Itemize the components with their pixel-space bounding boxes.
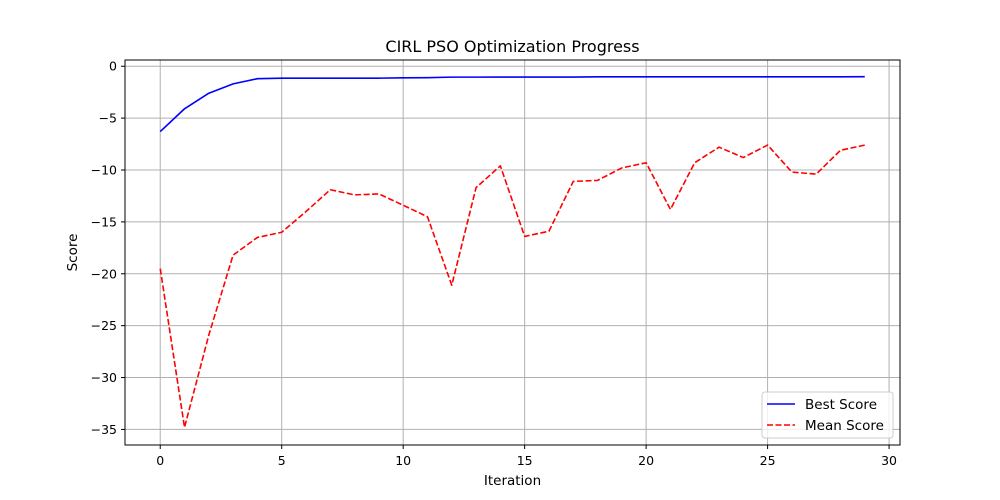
y-tick-label: −10 bbox=[91, 163, 117, 178]
x-tick-label: 20 bbox=[638, 453, 654, 468]
series-layer bbox=[159, 75, 865, 429]
grid bbox=[125, 60, 900, 445]
best-score-line bbox=[159, 75, 865, 133]
y-axis-label: Score bbox=[65, 234, 81, 272]
y-tick-label: −15 bbox=[91, 214, 117, 229]
x-tick-label: 30 bbox=[881, 453, 897, 468]
x-axis-label: Iteration bbox=[484, 473, 541, 489]
chart-title: CIRL PSO Optimization Progress bbox=[385, 37, 639, 56]
legend-label: Mean Score bbox=[805, 418, 884, 434]
x-tick-label: 15 bbox=[517, 453, 533, 468]
y-tick-label: −30 bbox=[91, 370, 117, 385]
y-tick-label: −25 bbox=[91, 318, 117, 333]
ticks: 0 5 10 15 20 25 30 0 −5 −10 −15 −20 −25 −30 −35 bbox=[91, 59, 897, 468]
x-tick-label: 5 bbox=[278, 453, 286, 468]
y-tick-label: −35 bbox=[91, 422, 117, 437]
plot-frame bbox=[124, 59, 901, 446]
x-tick-label: 10 bbox=[395, 453, 411, 468]
x-tick-label: 25 bbox=[760, 453, 776, 468]
y-tick-label: 0 bbox=[109, 59, 117, 74]
y-tick-label: −5 bbox=[99, 111, 117, 126]
y-tick-label: −20 bbox=[91, 266, 117, 281]
x-tick-label: 0 bbox=[156, 453, 164, 468]
legend-label: Best Score bbox=[805, 397, 877, 413]
legend: Best Score Mean Score bbox=[761, 391, 894, 439]
